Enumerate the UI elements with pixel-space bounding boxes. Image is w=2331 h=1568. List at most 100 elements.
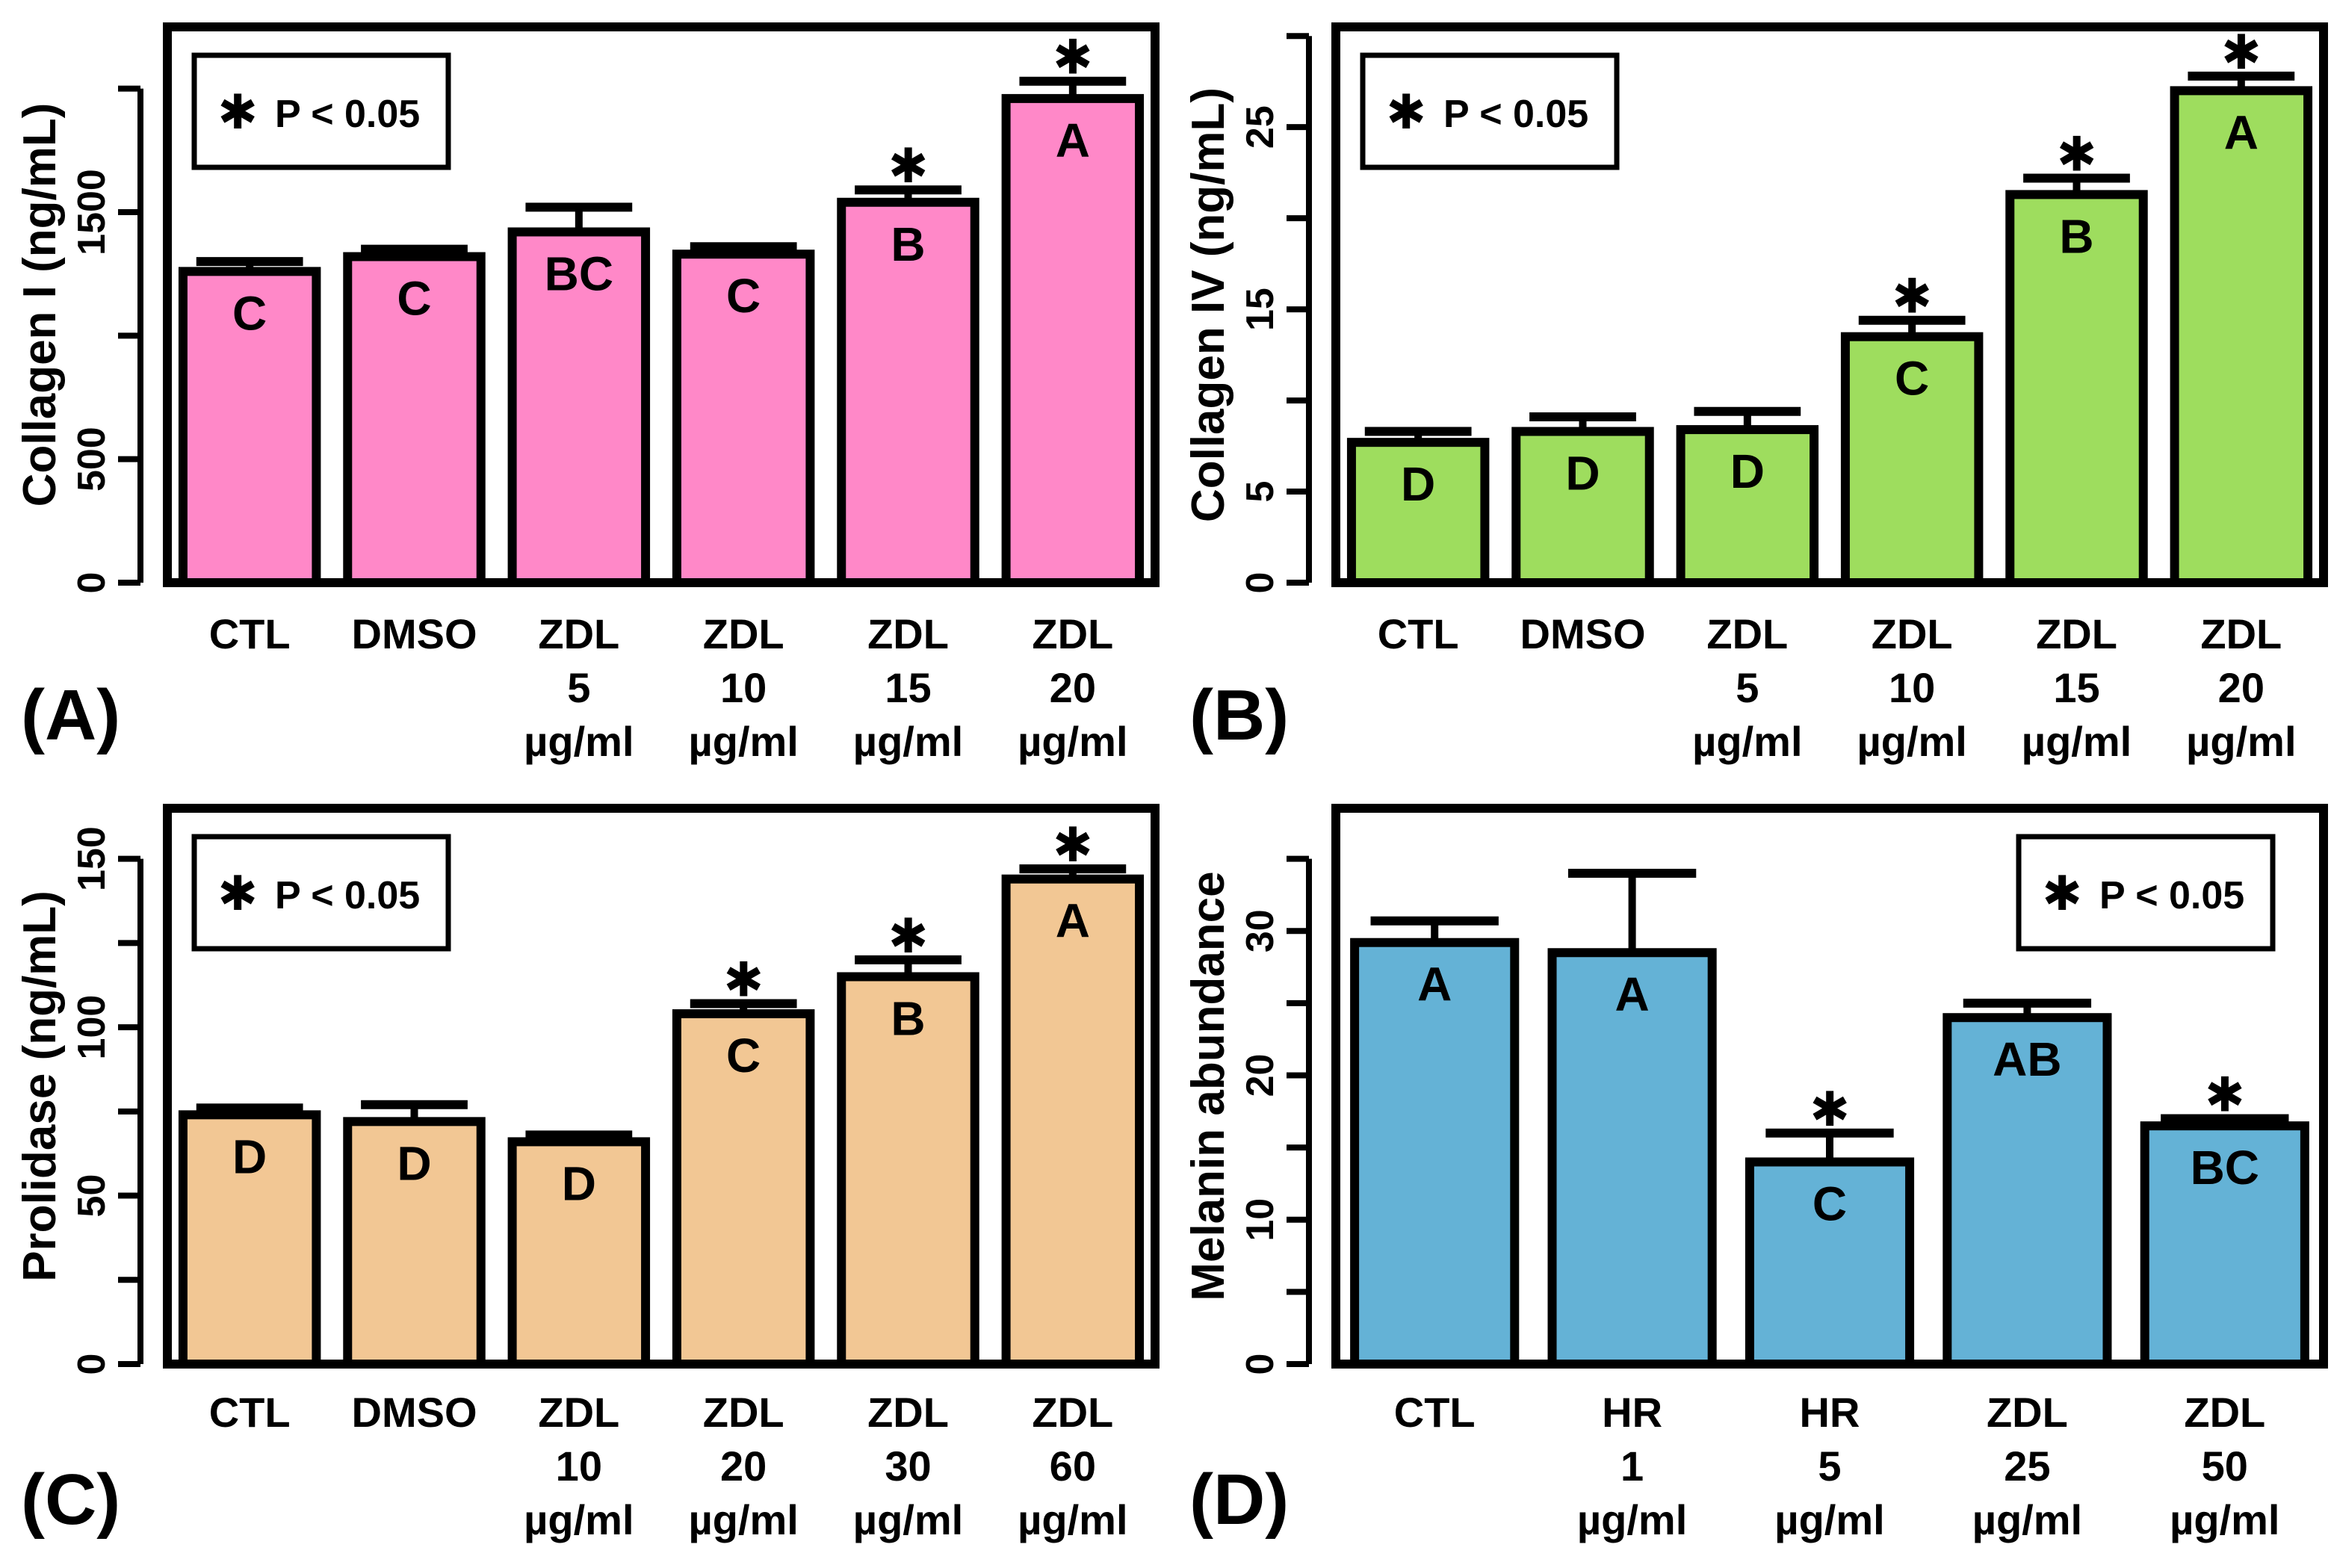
- plot-frame: [1331, 804, 2328, 1369]
- legend-box: [2016, 834, 2276, 952]
- bar: [1745, 1157, 1915, 1369]
- bar-letter: B: [891, 991, 925, 1045]
- x-tick-label: 20: [720, 1443, 767, 1490]
- bar: [672, 250, 815, 587]
- x-tick-label: ZDL: [1032, 610, 1113, 657]
- bar-letter: D: [562, 1156, 596, 1210]
- plot-frame: [1331, 22, 2328, 587]
- x-tick-label: ZDL: [1032, 1389, 1113, 1436]
- bar-letter: D: [1730, 444, 1765, 498]
- legend-label: P < 0.05: [2099, 874, 2244, 917]
- legend-star-icon: ✱: [2042, 867, 2082, 920]
- bar: [507, 227, 651, 587]
- bar-letter: B: [891, 217, 925, 271]
- chart-panel-2: D CTL D DMSO D ZDL 5 µg/ml C ✱ ZDL 10 µg/ml B ✱ ZDL 15 µg…: [1183, 22, 2328, 765]
- y-axis-title: Prolidase (ng/mL): [14, 890, 66, 1282]
- legend-box: [1360, 52, 1620, 170]
- y-tick-label: 0: [70, 1354, 114, 1375]
- bar: [837, 972, 979, 1369]
- x-tick-label: ZDL: [2184, 1389, 2265, 1436]
- bar: [178, 1110, 321, 1369]
- y-tick-label: 500: [70, 427, 114, 492]
- bar-letter: C: [1813, 1177, 1847, 1230]
- bar-letter: D: [397, 1136, 431, 1190]
- bar-letter: C: [1895, 352, 1929, 406]
- y-tick-label: 50: [70, 1174, 114, 1218]
- x-tick-label: CTL: [209, 610, 291, 657]
- x-tick-label: µg/ml: [1692, 718, 1802, 765]
- significance-star: ✱: [1810, 1082, 1850, 1136]
- bar-letter: BC: [545, 247, 613, 300]
- bar-letter: A: [1056, 894, 1090, 948]
- legend: ✱ P < 0.05: [191, 834, 451, 952]
- y-tick-label: 20: [1239, 1054, 1282, 1097]
- bar-letter: B: [2059, 209, 2093, 263]
- y-tick-label: 150: [70, 826, 114, 891]
- bar: [507, 1137, 651, 1369]
- x-tick-label: 30: [885, 1443, 931, 1490]
- x-tick-label: µg/ml: [853, 718, 963, 765]
- significance-star: ✱: [1053, 818, 1093, 872]
- x-tick-label: 10: [1889, 664, 1935, 711]
- x-tick-label: ZDL: [2200, 610, 2282, 657]
- y-axis-title: Collagen I (ng/mL): [14, 103, 66, 507]
- x-tick-label: 1: [1620, 1443, 1644, 1490]
- bar-letter: C: [397, 272, 431, 326]
- plot-frame: [163, 804, 1160, 1369]
- legend-label: P < 0.05: [1443, 93, 1588, 136]
- bar-letter: C: [726, 269, 761, 323]
- significance-star: ✱: [1053, 31, 1093, 84]
- bar-letter: A: [1615, 967, 1649, 1021]
- bar: [1001, 874, 1145, 1369]
- bar-letter: BC: [2191, 1141, 2259, 1194]
- panel-tag: (A): [21, 675, 120, 755]
- x-tick-label: 60: [1050, 1443, 1096, 1490]
- chart-panel-1: C CTL C DMSO BC ZDL 5 µg/ml C ZDL 10 µg/ml B ✱ ZDL 15 µg…: [14, 22, 1160, 765]
- bar: [1001, 93, 1145, 588]
- legend-star-icon: ✱: [217, 867, 258, 920]
- bar-letter: D: [1565, 447, 1600, 501]
- x-tick-label: ZDL: [867, 1389, 949, 1436]
- x-tick-label: HR: [1602, 1389, 1662, 1436]
- bar: [1346, 438, 1490, 587]
- legend: ✱ P < 0.05: [191, 52, 451, 170]
- y-tick-label: 0: [1239, 1354, 1282, 1375]
- legend-box: [191, 834, 451, 952]
- x-tick-label: 50: [2202, 1443, 2248, 1490]
- legend-star-icon: ✱: [217, 85, 258, 139]
- y-tick-label: 30: [1239, 909, 1282, 952]
- bar: [1840, 332, 1984, 587]
- significance-star: ✱: [1892, 270, 1932, 323]
- x-tick-label: CTL: [209, 1389, 291, 1436]
- x-tick-label: DMSO: [1520, 610, 1646, 657]
- bar: [2170, 86, 2313, 587]
- y-axis-title: Collagen IV (ng/mL): [1183, 87, 1234, 522]
- y-tick-label: 1500: [70, 169, 114, 255]
- bar: [2140, 1121, 2309, 1369]
- x-tick-label: ZDL: [703, 610, 784, 657]
- x-tick-label: ZDL: [867, 610, 949, 657]
- x-tick-label: 20: [2218, 664, 2265, 711]
- x-tick-label: µg/ml: [2022, 718, 2132, 765]
- legend: ✱ P < 0.05: [1360, 52, 1620, 170]
- bar-letter: D: [232, 1129, 267, 1183]
- x-tick-label: DMSO: [352, 610, 477, 657]
- x-tick-label: ZDL: [2036, 610, 2117, 657]
- x-tick-label: µg/ml: [1774, 1496, 1884, 1543]
- x-tick-label: CTL: [1378, 610, 1459, 657]
- significance-star: ✱: [2205, 1067, 2245, 1121]
- x-tick-label: HR: [1800, 1389, 1860, 1436]
- bar-letter: A: [1417, 958, 1452, 1011]
- bar-letter: A: [1056, 114, 1090, 167]
- bar-letter: AB: [1993, 1032, 2061, 1086]
- x-tick-label: 5: [1818, 1443, 1841, 1490]
- x-tick-label: µg/ml: [688, 1496, 798, 1543]
- y-tick-label: 5: [1239, 481, 1282, 503]
- significance-star: ✱: [2221, 25, 2262, 79]
- x-tick-label: µg/ml: [524, 1496, 634, 1543]
- bar: [343, 1117, 486, 1369]
- chart-panel-4: A CTL A HR 1 µg/ml C ✱ HR 5 µg/ml AB ZDL 25 µg/ml BC ✱ ZD…: [1183, 804, 2328, 1543]
- x-tick-label: µg/ml: [1018, 1496, 1127, 1543]
- y-tick-label: 15: [1239, 288, 1282, 331]
